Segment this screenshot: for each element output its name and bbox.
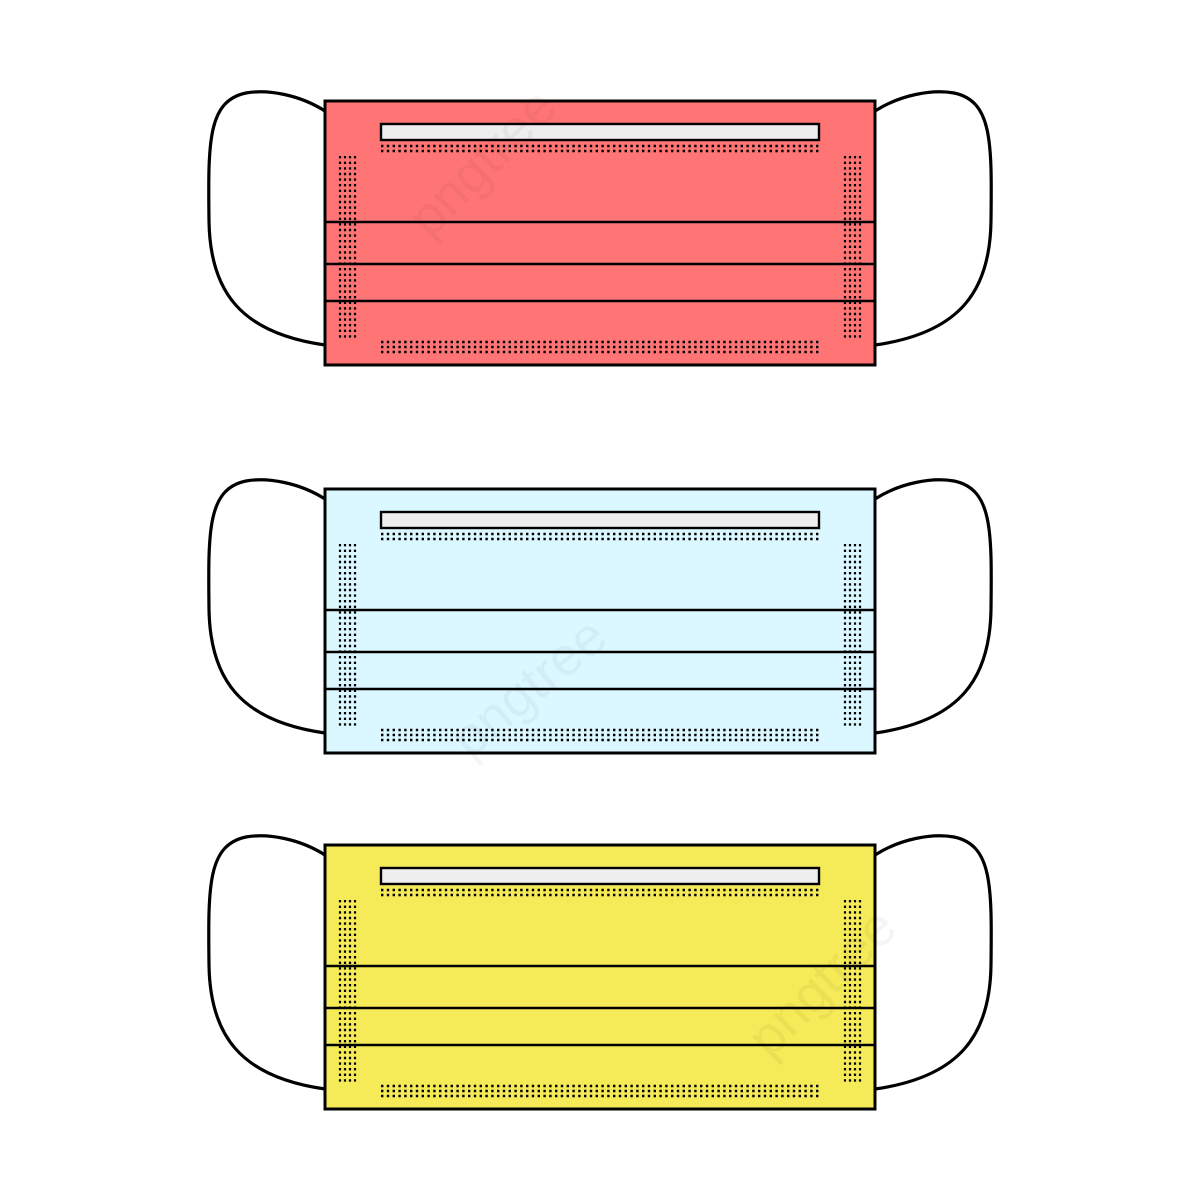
masks-group (207, 90, 993, 1111)
light-blue-mask (207, 478, 993, 755)
left-ear-loop (207, 90, 327, 347)
nose-wire (379, 122, 821, 142)
yellow-mask (207, 834, 993, 1111)
nose-wire (379, 866, 821, 886)
nose-wire (379, 510, 821, 530)
left-ear-loop (207, 478, 327, 735)
red-mask (207, 90, 993, 367)
right-ear-loop (873, 478, 993, 735)
left-ear-loop (207, 834, 327, 1091)
right-ear-loop (873, 834, 993, 1091)
right-ear-loop (873, 90, 993, 347)
